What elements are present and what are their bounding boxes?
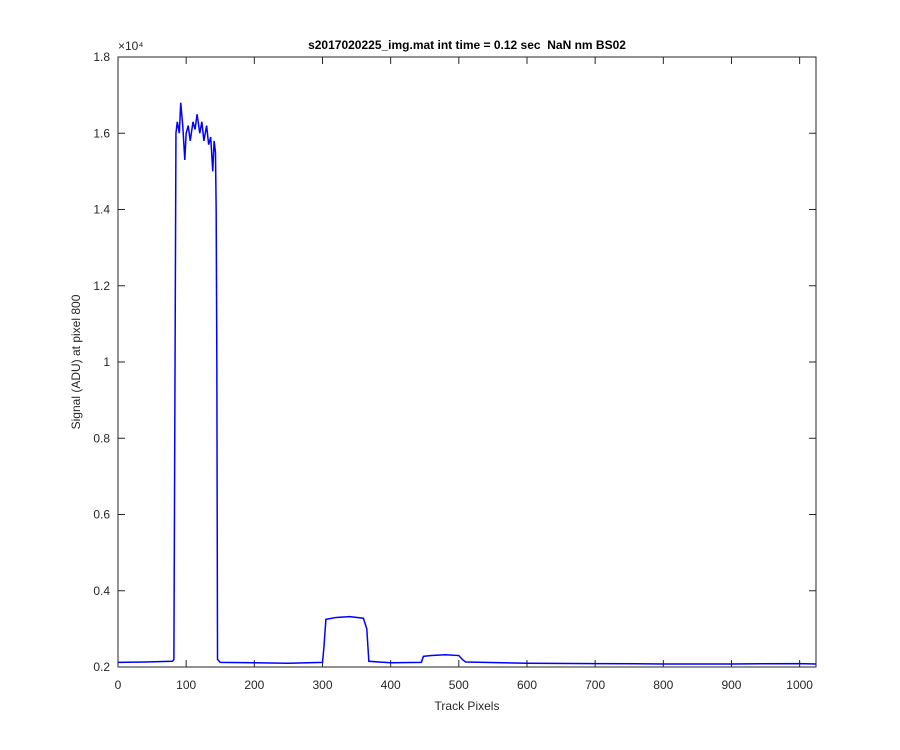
x-tick-label: 400 (381, 678, 401, 692)
y-multiplier: ×10⁴ (118, 39, 144, 53)
x-tick-label: 700 (585, 678, 605, 692)
x-tick-label: 900 (721, 678, 741, 692)
x-tick-label: 0 (115, 678, 122, 692)
x-tick-label: 100 (176, 678, 196, 692)
y-tick-label: 0.2 (93, 660, 110, 674)
x-axis-label: Track Pixels (435, 699, 500, 713)
x-tick-label: 1000 (786, 678, 813, 692)
y-tick-label: 1.4 (93, 203, 110, 217)
y-tick-label: 1.6 (93, 126, 110, 140)
x-tick-label: 600 (517, 678, 537, 692)
y-tick-label: 1.8 (93, 50, 110, 64)
y-tick-label: 0.6 (93, 508, 110, 522)
x-tick-label: 300 (312, 678, 332, 692)
y-tick-label: 1 (103, 355, 110, 369)
chart-title: s2017020225_img.mat int time = 0.12 sec … (308, 38, 626, 52)
x-tick-label: 200 (244, 678, 264, 692)
signal-line (117, 102, 817, 665)
y-tick-label: 0.4 (93, 584, 110, 598)
x-tick-label: 800 (653, 678, 673, 692)
plot-box (117, 56, 817, 668)
y-axis-label: Signal (ADU) at pixel 800 (69, 294, 83, 429)
y-tick-label: 0.8 (93, 431, 110, 445)
x-tick-label: 500 (449, 678, 469, 692)
y-tick-label: 1.2 (93, 279, 110, 293)
